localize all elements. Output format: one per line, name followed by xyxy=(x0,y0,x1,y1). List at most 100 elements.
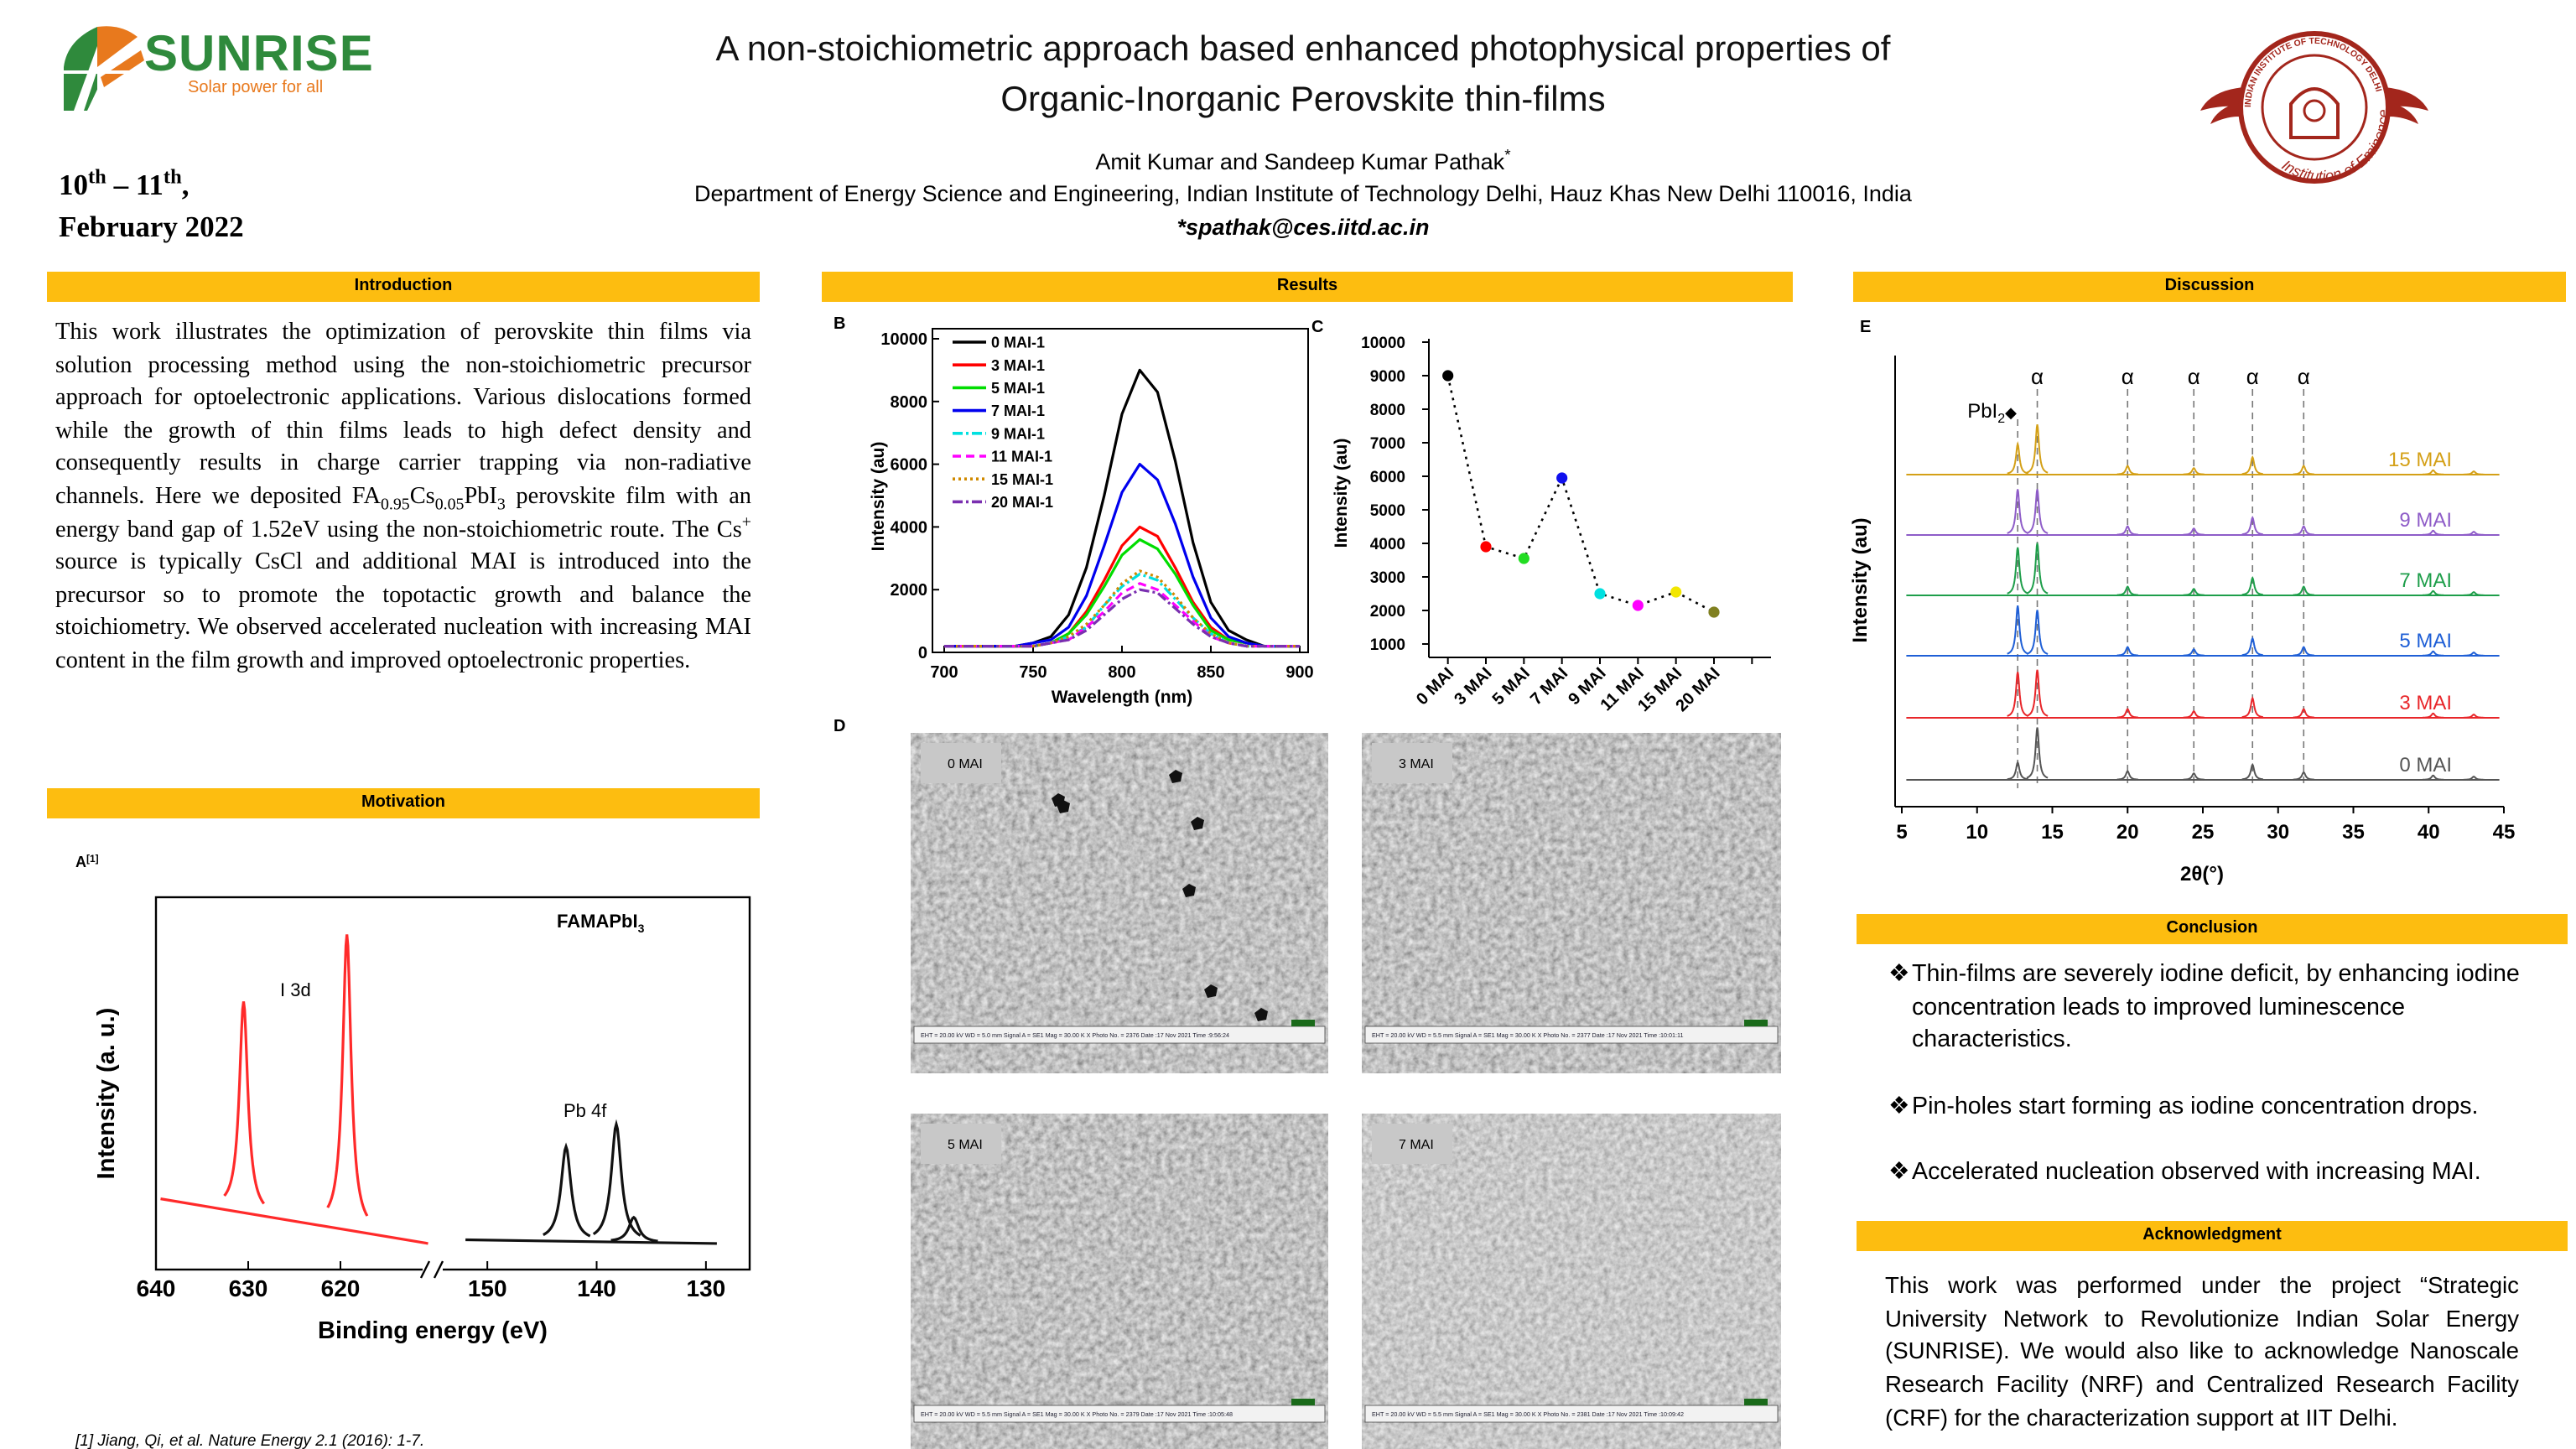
legend-label: 5 MAI-1 xyxy=(991,380,1045,397)
text-run: PbI xyxy=(464,482,497,510)
legend-label: 7 MAI-1 xyxy=(991,402,1045,419)
text-run: February 2022 xyxy=(59,210,244,243)
diffraction-peak xyxy=(2183,647,2205,657)
diffraction-peak xyxy=(2423,712,2444,719)
data-point xyxy=(1442,370,1454,382)
diffraction-peak xyxy=(2026,610,2049,655)
panel-label: E xyxy=(1860,318,1871,336)
x-tick-label: 800 xyxy=(1108,663,1135,682)
diffraction-peak xyxy=(2423,589,2444,596)
diffraction-peak xyxy=(2026,669,2049,717)
y-tick-label: 4000 xyxy=(1370,536,1405,553)
subscript: 3 xyxy=(496,496,506,515)
text-run: – 11 xyxy=(106,168,164,201)
diffraction-peak xyxy=(2293,771,2314,781)
x-tick-label: 150 xyxy=(468,1275,507,1301)
axis-break xyxy=(419,1260,444,1279)
diffraction-peak xyxy=(2293,585,2314,596)
superscript: th xyxy=(88,164,106,189)
sem-label-box xyxy=(1372,743,1452,783)
sem-image xyxy=(1362,733,1781,1073)
diffraction-peak xyxy=(2116,708,2138,719)
data-point xyxy=(1670,586,1682,598)
diffraction-peak xyxy=(2241,762,2263,781)
reflection-label: α xyxy=(2298,364,2310,389)
trace-label: 7 MAI xyxy=(2399,569,2452,592)
x-tick-label: 15 xyxy=(2041,821,2064,844)
legend-label: 3 MAI-1 xyxy=(991,357,1045,374)
trace-label: 9 MAI xyxy=(2399,509,2452,532)
x-tick-label: 700 xyxy=(930,663,958,682)
spectrum-baseline xyxy=(160,1197,428,1245)
pinhole xyxy=(1169,770,1182,783)
sem-image xyxy=(911,733,1328,1073)
diffraction-peak xyxy=(2293,525,2314,536)
y-tick-label: 8000 xyxy=(1370,402,1405,419)
x-tick-label: 620 xyxy=(321,1275,361,1301)
data-point xyxy=(1632,600,1644,611)
spectrum-baseline xyxy=(465,1238,717,1245)
sample-label: FAMAPbI3 xyxy=(557,911,645,935)
diffraction-peak xyxy=(2007,441,2029,475)
diffraction-peak xyxy=(2183,587,2205,596)
bullet-symbol: ❖ xyxy=(1888,1093,1910,1120)
section-heading: Motivation xyxy=(47,788,760,818)
sem-info-bar xyxy=(913,1405,1326,1423)
x-tick-label: 5 xyxy=(1896,821,1907,844)
diffraction-peak xyxy=(2463,652,2485,657)
diffraction-peak xyxy=(2007,672,2029,717)
y-tick-label: 10000 xyxy=(880,330,927,349)
sem-info: EHT = 20.00 kV WD = 5.5 mm Signal A = SE… xyxy=(921,1410,1233,1418)
superscript: th xyxy=(163,164,182,189)
y-tick-label: 0 xyxy=(918,644,927,662)
y-tick-label: 4000 xyxy=(891,518,928,537)
diffraction-peak xyxy=(2026,489,2049,534)
diffraction-peak xyxy=(2241,516,2263,536)
peak-name: Pb 4f xyxy=(564,1100,607,1121)
x-tick-label: 850 xyxy=(1197,663,1224,682)
x-tick-label: 140 xyxy=(577,1275,616,1301)
diffraction-peak xyxy=(2116,525,2138,536)
diffraction-peak xyxy=(2293,465,2314,475)
reference: [1] Jiang, Qi, et al. Nature Energy 2.1 … xyxy=(75,1432,425,1449)
diffraction-peak xyxy=(2183,771,2205,781)
x-tick-label: 0 MAI xyxy=(1413,664,1457,709)
diffraction-peak xyxy=(2423,469,2444,475)
affiliation: Department of Energy Science and Enginee… xyxy=(694,181,1912,206)
diffraction-peak xyxy=(2423,529,2444,536)
subscript: 0.95 xyxy=(380,496,410,515)
y-tick-label: 2000 xyxy=(891,581,928,600)
event-date: 10th – 11th, February 2022 xyxy=(59,164,244,248)
x-tick-label: 25 xyxy=(2192,821,2215,844)
xps-peak xyxy=(592,1119,641,1237)
bullet-text: Pin-holes start forming as iodine concen… xyxy=(1912,1093,2479,1120)
sem-label: 7 MAI xyxy=(1399,1138,1434,1152)
diffraction-peak xyxy=(2026,727,2049,779)
text-run: 10 xyxy=(59,168,88,201)
plot-frame xyxy=(154,896,751,1271)
pinhole xyxy=(1254,1008,1268,1021)
y-tick-label: 7000 xyxy=(1370,435,1405,453)
data-point xyxy=(1480,541,1492,553)
diffraction-peak xyxy=(2293,646,2314,657)
subscript: 2 xyxy=(1997,412,2005,426)
section-heading: Introduction xyxy=(47,272,760,302)
y-axis-title: Intensity (a. u.) xyxy=(93,1008,120,1180)
sem-label: 5 MAI xyxy=(948,1138,983,1152)
x-tick-label: 750 xyxy=(1019,663,1046,682)
legend-label: 11 MAI-1 xyxy=(991,449,1052,465)
sem-label: 0 MAI xyxy=(948,757,983,771)
diffraction-peak xyxy=(2116,646,2138,657)
bullet-item: ❖ Accelerated nucleation observed with in… xyxy=(1888,1157,2526,1190)
plot-frame xyxy=(932,328,1309,653)
bullet-text: Thin-films are severely iodine deficit, … xyxy=(1912,961,2520,1054)
bullet-symbol: ❖ xyxy=(1888,961,1910,988)
text-run: Amit Kumar and Sandeep Kumar Pathak xyxy=(1095,149,1505,174)
spectrum-line xyxy=(944,588,1300,648)
diffraction-peak xyxy=(2463,531,2485,536)
superscript: * xyxy=(1504,147,1511,165)
diffraction-peak xyxy=(2241,696,2263,719)
sem-image xyxy=(1362,1114,1781,1449)
